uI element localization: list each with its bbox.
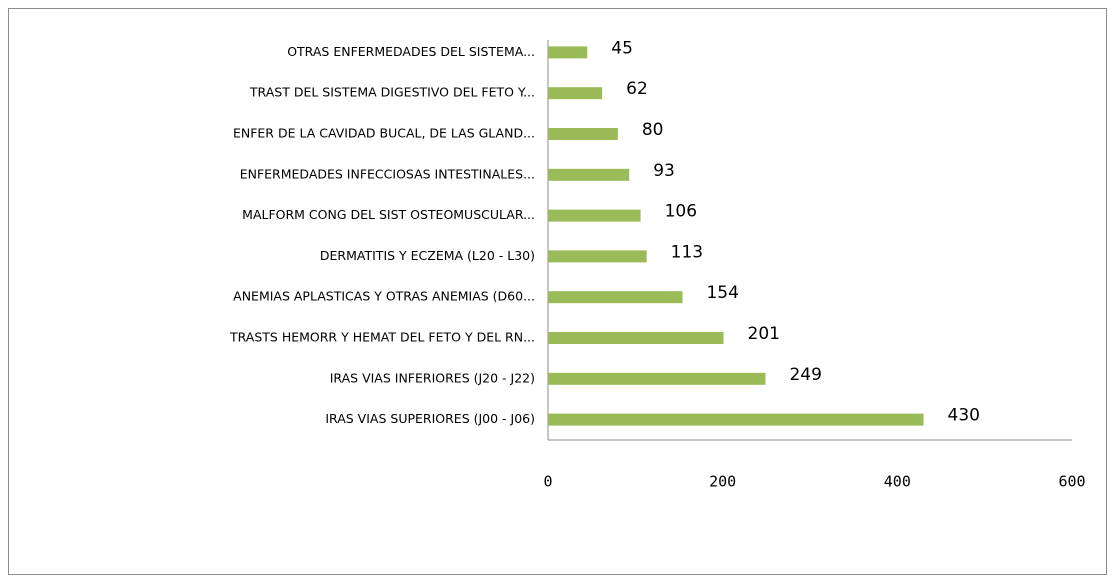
value-label: 106 [665,202,697,222]
value-label: 201 [748,324,780,344]
value-label: 80 [642,120,664,140]
bar [548,87,603,100]
bar [548,413,924,426]
x-tick-label: 0 [543,473,552,491]
y-tick-label: MALFORM CONG DEL SIST OSTEOMUSCULAR... [242,207,535,222]
value-label: 45 [611,38,633,58]
y-tick-label: OTRAS ENFERMEDADES DEL SISTEMA... [287,44,535,59]
y-tick-label: ENFERMEDADES INFECCIOSAS INTESTINALES... [240,166,535,181]
value-label: 154 [706,283,738,303]
bar [548,291,683,304]
bar [548,332,724,344]
x-tick-label: 600 [1058,473,1085,491]
x-tick-label: 200 [709,473,736,491]
y-tick-label: IRAS VIAS INFERIORES (J20 - J22) [330,370,535,385]
bar [548,372,766,385]
bar [548,250,647,263]
y-tick-label: TRAST DEL SISTEMA DIGESTIVO DEL FETO Y..… [249,85,535,100]
bar [548,46,588,59]
x-tick-label: 400 [884,473,911,491]
y-tick-label: TRASTS HEMORR Y HEMAT DEL FETO Y DEL RN.… [229,330,535,345]
y-tick-label: IRAS VIAS SUPERIORES (J00 - J06) [325,411,535,426]
y-tick-label: ANEMIAS APLASTICAS Y OTRAS ANEMIAS (D60.… [233,289,535,304]
y-tick-label: ENFER DE LA CAVIDAD BUCAL, DE LAS GLAND.… [233,126,535,141]
value-label: 93 [653,161,675,181]
value-label: 62 [626,79,648,99]
value-label: 430 [948,406,980,426]
value-label: 249 [789,365,821,385]
value-label: 113 [671,242,703,262]
y-tick-label: DERMATITIS Y ECZEMA (L20 - L30) [320,248,535,263]
bar [548,168,630,181]
bar [548,128,618,140]
bar [548,209,641,222]
